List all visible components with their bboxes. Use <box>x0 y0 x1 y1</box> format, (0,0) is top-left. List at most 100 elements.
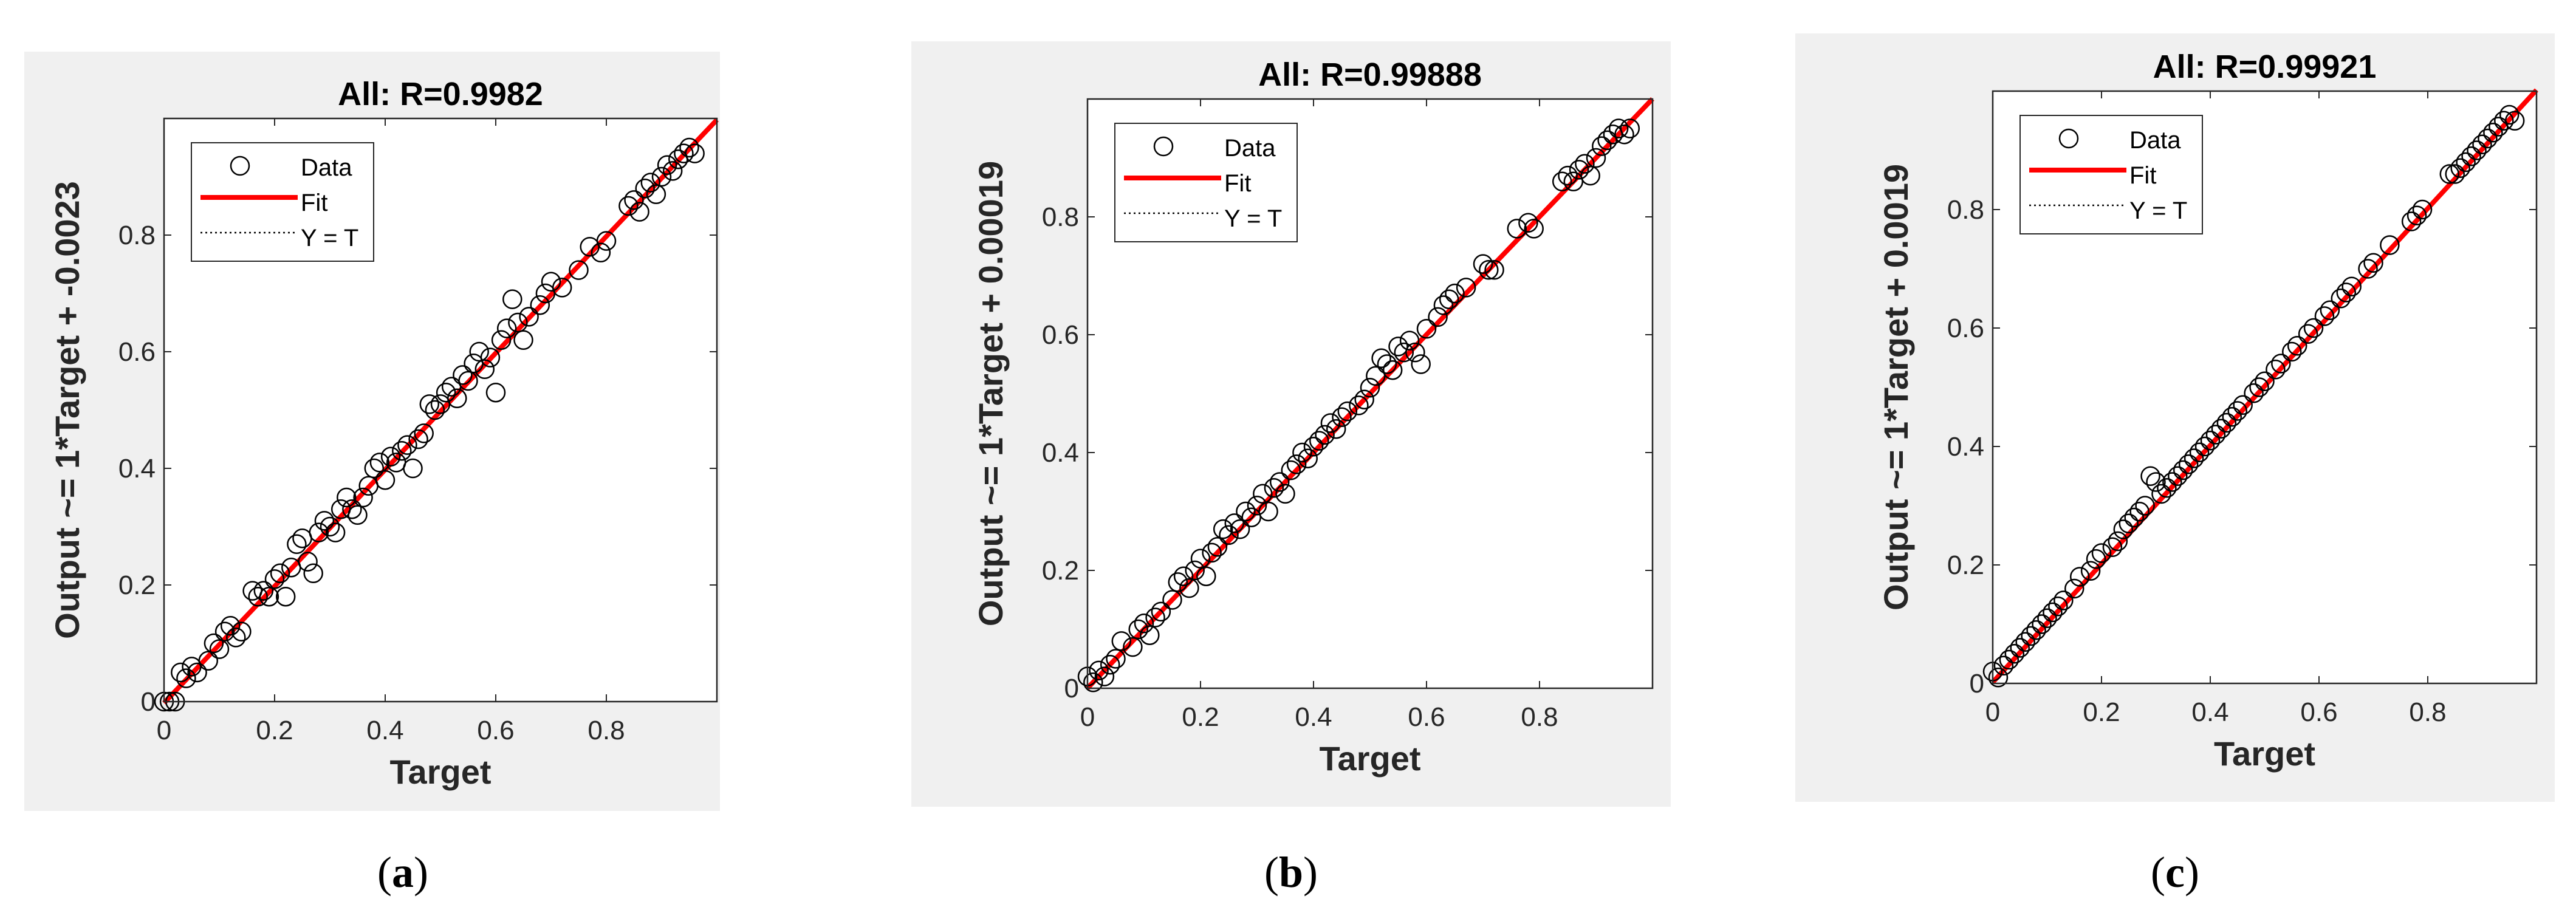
chart-b-data-point <box>1111 631 1132 651</box>
chart-b-data-point <box>1354 389 1374 409</box>
chart-b-title: All: R=0.99888 <box>1258 56 1482 93</box>
chart-b-data-point <box>1089 660 1109 681</box>
chart-a-x-tick-label: 0 <box>157 716 171 745</box>
chart-c-data-point <box>2271 354 2291 374</box>
chart-a-data-point <box>480 347 501 368</box>
chart-a-data-point <box>569 260 589 280</box>
chart-a-data-point <box>209 639 230 659</box>
chart-c-legend-entry: Fit <box>2129 162 2156 189</box>
chart-b-data-point <box>1298 448 1318 468</box>
chart-c-data-point <box>2026 620 2046 640</box>
chart-b-x-tick-label: 0.6 <box>1408 702 1445 732</box>
chart-a-data-point <box>646 184 666 205</box>
chart-c-data-point <box>2015 632 2035 652</box>
chart-a-data-point <box>204 633 224 654</box>
chart-c-data-point <box>2314 306 2335 326</box>
panel-caption-c: (c) <box>2151 848 2199 897</box>
chart-c-legend-entry: Y = T <box>2129 197 2187 224</box>
chart-b-data-point <box>1586 148 1606 168</box>
chart-a-data-point <box>552 278 572 298</box>
chart-c-data-point <box>2178 454 2199 474</box>
chart-a-legend-data-marker <box>230 156 250 176</box>
chart-a-data-point <box>436 382 456 403</box>
chart-b-data-point <box>1128 619 1148 640</box>
chart-c-data-point <box>2406 205 2427 225</box>
chart-c-axes-box <box>1992 90 2538 685</box>
chart-c-y-tick-label: 0.8 <box>1947 195 1984 225</box>
chart-b-y-tick-label: 0 <box>1064 674 1079 703</box>
chart-b-data-point <box>1614 124 1634 145</box>
chart-b-data-point <box>1439 289 1459 310</box>
chart-c-legend-entry: Data <box>2129 127 2181 154</box>
chart-c-x-tick-label: 0.6 <box>2300 697 2337 727</box>
chart-b-legend-entry: Fit <box>1224 170 1251 197</box>
panel-label-a: a <box>392 848 414 897</box>
chart-b-data-point <box>1360 378 1380 398</box>
chart-c-data-point <box>2249 377 2269 397</box>
chart-b-data-point <box>1394 342 1414 363</box>
chart-a-data-point <box>408 429 428 450</box>
chart-c-data-point <box>2043 602 2063 623</box>
chart-a-data-point <box>259 586 279 607</box>
chart-a-data-point <box>458 371 478 391</box>
chart-a-data-point <box>403 458 423 479</box>
chart-b-data-point <box>1185 560 1205 581</box>
chart-b-data-point <box>1473 254 1493 274</box>
chart-b-data-point <box>1507 219 1527 239</box>
chart-c-data-point <box>2499 104 2519 125</box>
chart-svg-a: 0 0.2 0.4 0.6 0.8 0 0.2 0.4 0.6 0.8 All: R=0.9982 T… <box>48 76 719 791</box>
chart-b-data-point <box>1382 360 1403 380</box>
chart-b-data-point <box>1377 354 1397 374</box>
chart-a-data-point <box>287 534 307 555</box>
chart-a-data-point <box>425 400 445 420</box>
chart-b-data-point <box>1569 160 1589 180</box>
chart-c-data-point <box>2194 436 2215 457</box>
chart-b-data-point <box>1445 283 1465 304</box>
chart-c-y-tick-label: 0.2 <box>1947 550 1984 580</box>
chart-a-data-point <box>469 341 489 362</box>
chart-b-data-point <box>1134 614 1154 634</box>
chart-b-data-point <box>1162 590 1182 610</box>
chart-b-data-point <box>1145 607 1165 627</box>
chart-panel-c: 0 0.2 0.4 0.6 0.8 0 0.2 0.4 0.6 0.8 All: R=0.99921… <box>1795 33 2555 802</box>
chart-c-data-point <box>2048 597 2068 617</box>
chart-c-data-point <box>1993 655 2014 675</box>
chart-a-data-point <box>248 586 268 607</box>
chart-c-data-point <box>2032 614 2052 634</box>
chart-a-data-point <box>314 511 335 531</box>
chart-c-data-point <box>2173 460 2193 480</box>
chart-a-data-point <box>375 470 396 490</box>
chart-a-data-point <box>353 487 373 508</box>
panel-label-b: b <box>1278 848 1304 897</box>
chart-c-data-point <box>2091 543 2112 563</box>
chart-c-data-point <box>2450 158 2470 178</box>
chart-a-data-point <box>640 173 661 193</box>
chart-b-data-point <box>1151 601 1171 622</box>
chart-c-data-point <box>2255 371 2275 391</box>
chart-c-x-tick-label: 0 <box>1985 697 2000 727</box>
chart-c-data-point <box>2298 324 2318 344</box>
chart-b-x-tick-label: 0 <box>1080 702 1095 732</box>
chart-b-data-point <box>1179 578 1199 598</box>
chart-c-data-point <box>2168 466 2188 486</box>
chart-b-data-point <box>1399 330 1420 350</box>
chart-c-data-point <box>2151 484 2171 504</box>
chart-c-data-point <box>2211 419 2232 439</box>
chart-b-data-point <box>1219 525 1239 545</box>
chart-a-data-point <box>662 161 683 181</box>
chart-a-data-point <box>530 295 550 315</box>
chart-a-data-point <box>380 446 401 467</box>
chart-c-data-point <box>2412 199 2433 220</box>
chart-b-data-point <box>1433 295 1454 315</box>
chart-c-data-point <box>1988 668 2009 688</box>
chart-c-data-point <box>2069 567 2090 587</box>
chart-a-data-point <box>298 552 318 572</box>
chart-c-data-point <box>2021 626 2041 646</box>
chart-a-data-point <box>679 137 699 158</box>
chart-a-data-point <box>596 231 617 251</box>
chart-b-data-point <box>1094 666 1115 686</box>
chart-a-data-point <box>624 190 644 210</box>
chart-c-data-point <box>1999 649 2019 670</box>
chart-a-x-tick-label: 0.6 <box>477 716 514 745</box>
chart-a-data-point <box>176 668 196 688</box>
